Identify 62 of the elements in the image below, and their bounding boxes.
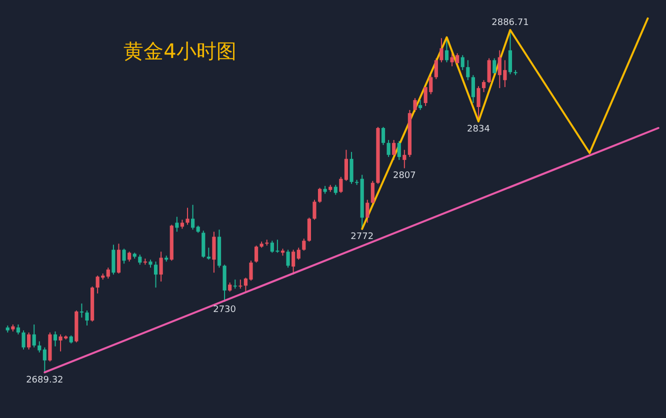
candlestick [116,243,121,274]
candlestick [392,139,396,160]
candlestick [466,60,470,81]
candlestick [471,74,475,104]
candlestick [334,184,338,196]
candlestick [292,249,296,276]
candlestick [32,324,36,348]
candlestick [85,310,89,326]
annotation: 2886.71 [492,18,529,28]
text: 黄金4小时图 [124,39,236,63]
candlestick [175,216,179,232]
candlestick [122,248,126,264]
candlestick [42,346,46,373]
annotation: 2834 [467,124,490,134]
candlestick [413,98,417,113]
annotation: 2807 [392,171,416,182]
candlestick [206,247,210,260]
candlestick [418,100,422,110]
candlestick [339,176,343,194]
candlestick [312,199,316,220]
candlestick [27,332,31,350]
candlestick [233,279,237,290]
candlestick [302,238,306,252]
candlestick [460,54,464,71]
candlestick [487,58,491,84]
candlestick [80,303,84,318]
candlestick [38,340,42,353]
candlestick [286,249,290,268]
candlestick [16,324,20,335]
candlestick [318,187,322,204]
candlestick [296,247,300,260]
candlestick [154,261,158,288]
candlestick [254,245,258,264]
candlestick [112,244,116,276]
candlestick [307,217,311,242]
candlestick [397,140,401,160]
candlestick [228,282,232,292]
candlestick [212,231,216,274]
candlestick [238,279,242,290]
candlestick [370,180,374,204]
candlestick [366,199,370,224]
annotation: 2689.32 [26,375,64,386]
candlestick [191,204,195,230]
candlestick [482,80,486,93]
candlestick [440,38,444,63]
candlestick [159,251,163,282]
annotation: 2772 [350,232,374,242]
candlestick [128,251,132,262]
candlestick [106,267,110,280]
candlestick [138,254,142,266]
candlestick [386,139,390,158]
candlestick [434,58,438,80]
candlestick [186,207,190,226]
candlestick [344,149,348,182]
candlestick [22,330,26,350]
candlestick [402,149,406,169]
annotation: 2730 [213,304,236,315]
candlestick [381,126,386,146]
candlestick [202,230,206,258]
candlestick [53,330,58,347]
candlestick [180,219,184,230]
candlestick [350,151,354,184]
